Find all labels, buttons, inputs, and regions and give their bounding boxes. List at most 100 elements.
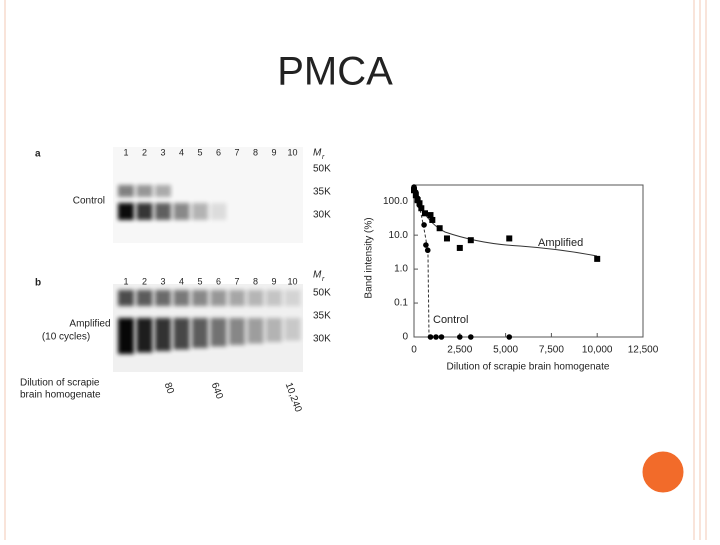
y-tick-label: 0.1: [394, 298, 408, 309]
point: [423, 242, 429, 248]
gel-band: [155, 203, 171, 220]
gel-label: Amplified: [69, 319, 110, 330]
gel-band: [173, 318, 190, 350]
y-tick-label: 1.0: [394, 264, 408, 275]
panel-label: b: [35, 278, 41, 289]
marker-label: 35K: [313, 311, 331, 322]
point: [594, 255, 601, 262]
gel-label: (10 cycles): [42, 332, 90, 343]
gel-band: [173, 203, 190, 220]
lane-label: 9: [271, 147, 276, 157]
dilution-label: 80: [162, 381, 176, 396]
y-tick-label: 10.0: [389, 230, 409, 241]
gel-band: [266, 290, 282, 306]
lane-label: 7: [234, 276, 239, 286]
gel-band: [155, 318, 171, 351]
gel-band: [118, 290, 134, 306]
lane-label: 2: [142, 276, 147, 286]
lane-label: 6: [216, 147, 221, 157]
gel-band: [247, 290, 264, 306]
gel-band: [284, 318, 301, 341]
gel-label: Control: [73, 196, 105, 207]
mr-label: M: [313, 148, 322, 159]
lane-label: 6: [216, 276, 221, 286]
marker-label: 50K: [313, 164, 331, 175]
plot-frame: [413, 184, 644, 338]
point: [413, 189, 419, 196]
point: [506, 235, 513, 242]
point: [457, 334, 463, 340]
gel-band: [155, 185, 171, 197]
mr-label: M: [313, 270, 322, 281]
gel-band: [136, 318, 153, 353]
gel-band: [247, 318, 264, 344]
gel-band: [136, 203, 153, 220]
lane-label: 4: [179, 276, 184, 286]
lane-label: 8: [253, 147, 258, 157]
gel-band: [192, 318, 208, 348]
y-tick-label: 100.0: [383, 196, 408, 207]
point: [421, 210, 428, 217]
x-tick-label: 5,000: [493, 345, 518, 356]
point: [418, 205, 425, 212]
point: [506, 334, 513, 340]
lane-label: 1: [123, 147, 128, 157]
mr-label: r: [322, 154, 325, 161]
point: [467, 334, 474, 340]
point: [443, 235, 450, 242]
series-label: Amplified: [538, 237, 583, 249]
point: [427, 334, 434, 340]
panel-label: a: [35, 149, 41, 160]
series-label: Control: [433, 314, 468, 326]
lane-label: 5: [197, 276, 202, 286]
x-axis-label: Dilution of scrapie brain homogenate: [447, 362, 610, 373]
marker-label: 35K: [313, 187, 331, 198]
marker-label: 30K: [313, 210, 331, 221]
point: [436, 225, 443, 232]
gel-band: [210, 318, 227, 347]
gel-band: [118, 318, 134, 354]
lane-label: 3: [160, 147, 165, 157]
lane-label: 2: [142, 147, 147, 157]
marker-label: 30K: [313, 334, 331, 345]
point: [412, 192, 419, 199]
gel-label: Dilution of scrapie: [20, 378, 100, 389]
lane-label: 7: [234, 147, 239, 157]
lane-label: 10: [287, 147, 297, 157]
lane-label: 9: [271, 276, 276, 286]
gel-band: [173, 290, 190, 306]
gel-band: [155, 290, 171, 306]
mr-label: r: [322, 276, 325, 283]
fit-curve: [413, 192, 598, 257]
marker-label: 50K: [313, 288, 331, 299]
gel-band: [229, 290, 245, 306]
lane-label: 1: [123, 276, 128, 286]
gel-label: brain homogenate: [20, 390, 101, 401]
x-tick-label: 2,500: [447, 345, 472, 356]
y-axis-label: Band intensity (%): [364, 217, 375, 298]
point: [429, 216, 436, 223]
point: [438, 334, 445, 340]
gel-band: [192, 290, 208, 306]
lane-label: 4: [179, 147, 184, 157]
point: [427, 212, 434, 219]
gel-band: [192, 203, 208, 220]
point: [416, 202, 423, 209]
gel-band: [284, 290, 301, 306]
gel-band: [210, 203, 227, 220]
lane-label: 3: [160, 276, 165, 286]
point: [414, 195, 421, 202]
gel-band: [136, 290, 153, 306]
point: [421, 222, 427, 228]
point: [411, 184, 417, 190]
point: [456, 244, 463, 251]
gel-band: [210, 290, 227, 306]
gel-band: [118, 185, 134, 197]
x-tick-label: 0: [411, 345, 417, 356]
point: [467, 237, 474, 244]
x-tick-label: 12,500: [628, 345, 659, 356]
point: [433, 334, 439, 340]
y-tick-label: 0: [402, 332, 408, 343]
gel-band: [266, 318, 282, 342]
